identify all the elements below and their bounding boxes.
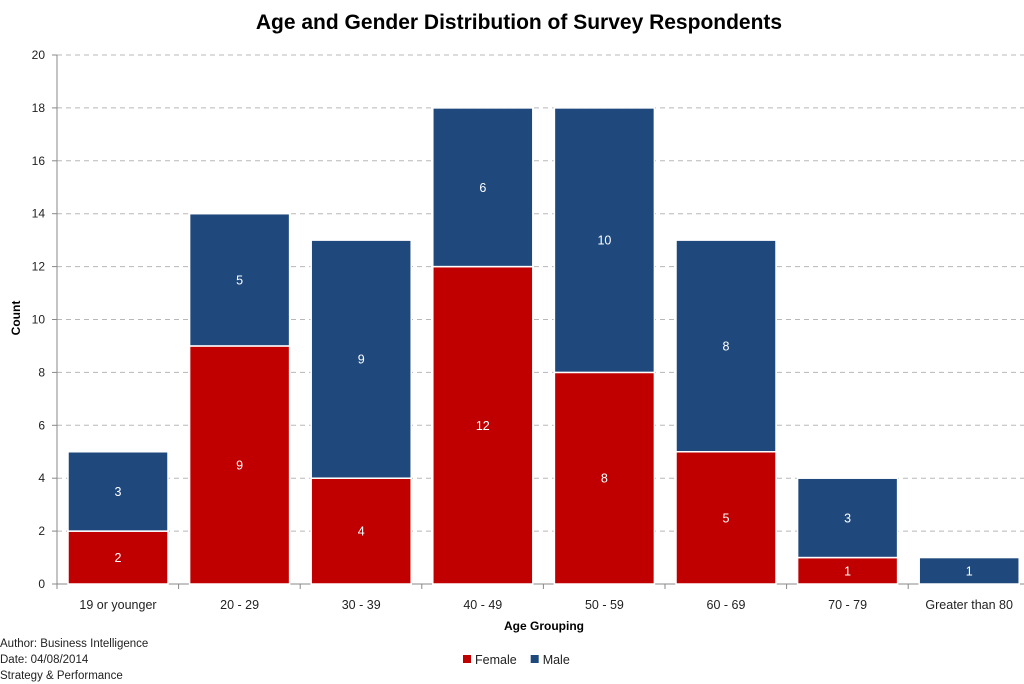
data-label: 9 — [236, 458, 243, 472]
bar-female — [432, 265, 534, 585]
y-axis-label: Count — [9, 301, 23, 336]
x-tick-label: 40 - 49 — [463, 598, 502, 612]
author-note: Author: Business Intelligence — [0, 638, 149, 650]
footer-notes: Author: Business Intelligence Date: 04/0… — [0, 636, 148, 684]
chart-title: Age and Gender Distribution of Survey Re… — [256, 11, 782, 34]
data-label: 6 — [479, 181, 486, 195]
bar-female — [553, 371, 656, 585]
legend-swatch-male — [530, 655, 539, 663]
legend-label-male: Male — [543, 653, 570, 667]
x-tick-label: 60 - 69 — [707, 598, 746, 612]
bar-male — [918, 556, 1020, 585]
data-label: 1 — [844, 564, 851, 578]
bar-male — [432, 107, 534, 268]
y-tick-label: 18 — [32, 101, 46, 115]
date-note: Date: 04/08/2014 — [0, 654, 89, 666]
data-label: 3 — [844, 511, 851, 525]
x-tick-label: 19 or younger — [79, 598, 156, 612]
y-tick-label: 0 — [38, 577, 45, 591]
data-label: 8 — [601, 472, 608, 486]
data-label: 4 — [358, 525, 365, 539]
x-tick-label: Greater than 80 — [925, 598, 1013, 612]
legend-label-female: Female — [475, 653, 517, 667]
y-tick-label: 12 — [32, 260, 46, 274]
bar-female — [188, 345, 291, 585]
x-tick-label: 50 - 59 — [585, 598, 624, 612]
bar-female — [796, 556, 899, 585]
x-tick-label: 20 - 29 — [220, 598, 259, 612]
x-tick-label: 70 - 79 — [828, 598, 867, 612]
legend-swatch-female — [463, 655, 471, 663]
data-label: 5 — [723, 511, 730, 525]
y-tick-label: 4 — [38, 471, 45, 485]
y-tick-label: 2 — [38, 524, 45, 538]
data-label: 8 — [723, 339, 730, 353]
bar-male — [675, 239, 777, 453]
x-tick-label: 30 - 39 — [342, 598, 381, 612]
y-tick-label: 20 — [32, 48, 46, 62]
bar-male — [188, 212, 291, 347]
data-label: 2 — [115, 551, 122, 565]
y-tick-label: 8 — [38, 365, 45, 379]
data-label: 5 — [236, 273, 243, 287]
bars — [67, 107, 1020, 585]
bar-male — [553, 107, 656, 374]
data-label: 9 — [358, 353, 365, 367]
chart: Age and Gender Distribution of Survey Re… — [9, 11, 1024, 633]
y-tick-label: 6 — [38, 418, 45, 432]
y-tick-label: 14 — [32, 207, 46, 221]
department-note: Strategy & Performance — [0, 670, 123, 682]
bar-female — [67, 530, 169, 585]
data-label: 12 — [476, 419, 490, 433]
bar-female — [675, 451, 777, 585]
y-tick-label: 10 — [32, 313, 46, 327]
x-axis-label: Age Grouping — [504, 619, 584, 633]
bar-male — [67, 451, 169, 532]
data-label: 1 — [966, 564, 973, 578]
data-labels: 2 3 9 5 4 9 12 6 8 10 5 8 1 3 1 — [115, 181, 973, 579]
data-label: 10 — [597, 234, 611, 248]
bar-male — [796, 477, 899, 559]
data-label: 3 — [115, 485, 122, 499]
y-tick-label: 16 — [32, 154, 46, 168]
bar-male — [310, 239, 412, 479]
bar-female — [310, 477, 412, 585]
